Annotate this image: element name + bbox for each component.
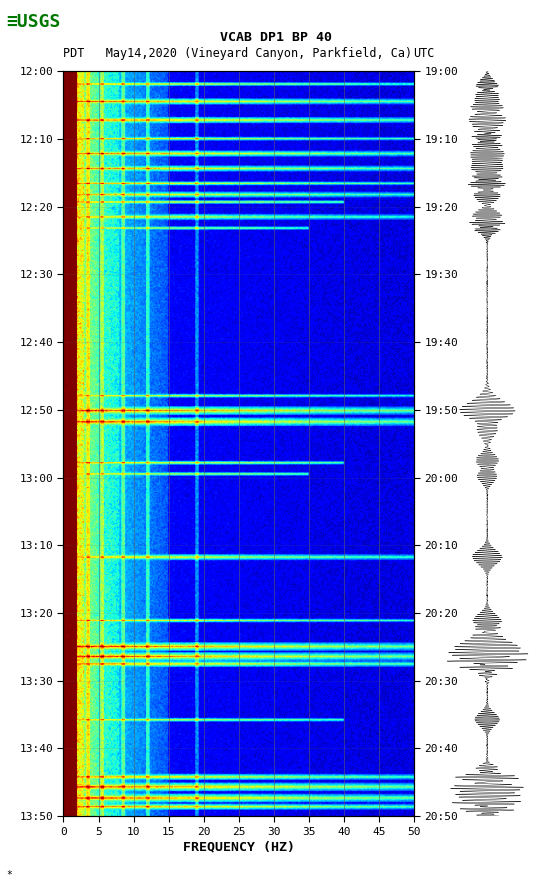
Text: VCAB DP1 BP 40: VCAB DP1 BP 40 [220, 31, 332, 44]
X-axis label: FREQUENCY (HZ): FREQUENCY (HZ) [183, 841, 295, 854]
Text: UTC: UTC [413, 47, 434, 60]
Text: PDT   May14,2020 (Vineyard Canyon, Parkfield, Ca): PDT May14,2020 (Vineyard Canyon, Parkfie… [63, 47, 412, 60]
Text: *: * [7, 870, 13, 880]
Text: ≡USGS: ≡USGS [7, 13, 61, 31]
